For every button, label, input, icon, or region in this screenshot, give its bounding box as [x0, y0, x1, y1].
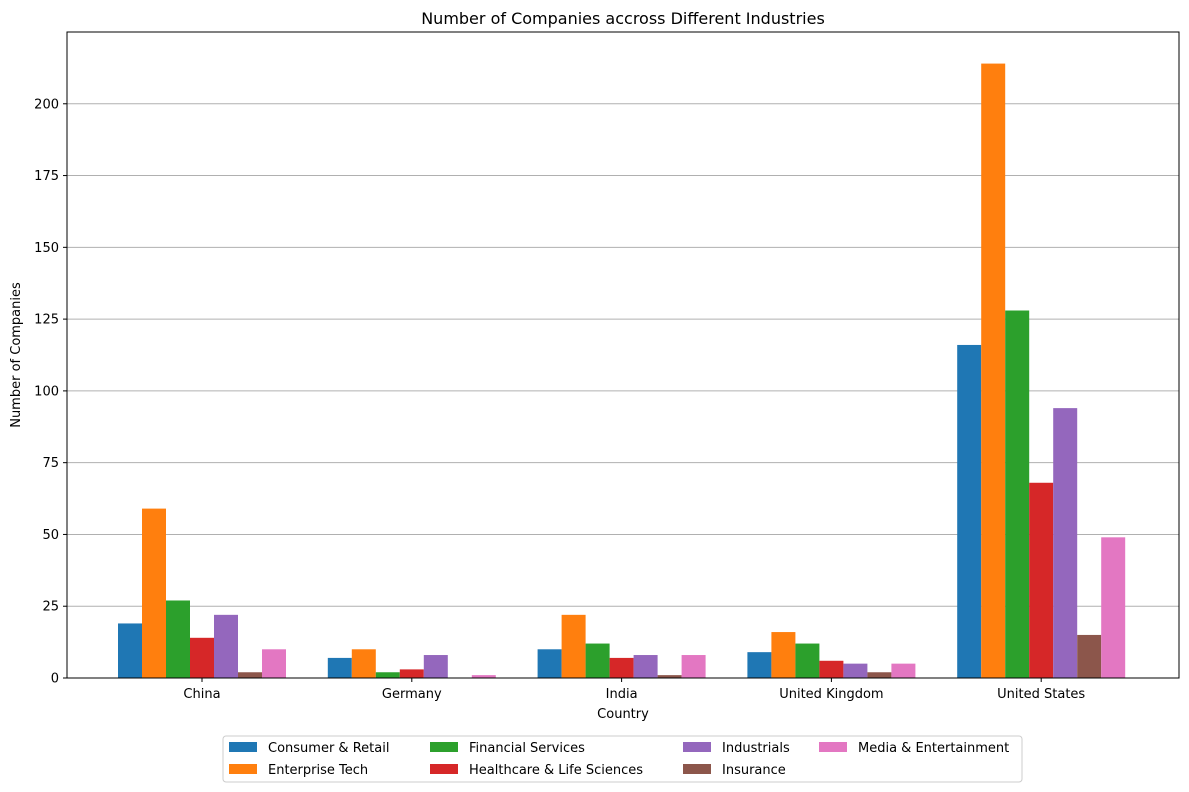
legend-label-media-and-entertainment: Media & Entertainment — [858, 741, 1009, 756]
legend-swatch-insurance — [683, 764, 711, 774]
legend-swatch-financial-services — [430, 742, 458, 752]
x-tick-label: China — [183, 687, 220, 702]
bar-united-kingdom-consumer-and-retail — [747, 652, 772, 678]
legend-label-enterprise-tech: Enterprise Tech — [268, 763, 368, 778]
bar-india-healthcare-and-life-sciences — [609, 657, 634, 678]
bar-united-states-financial-services — [1005, 310, 1030, 678]
bar-united-kingdom-healthcare-and-life-sciences — [819, 660, 844, 678]
x-axis-title: Country — [597, 707, 649, 722]
y-tick-label: 200 — [34, 97, 59, 112]
legend-label-insurance: Insurance — [722, 763, 786, 778]
bar-united-states-enterprise-tech — [981, 63, 1006, 679]
legend-swatch-media-and-entertainment — [819, 742, 847, 752]
bar-united-states-consumer-and-retail — [957, 344, 982, 678]
bar-united-states-media-and-entertainment — [1101, 537, 1126, 678]
bar-china-consumer-and-retail — [118, 623, 142, 678]
bar-india-insurance — [657, 675, 682, 678]
bars — [118, 63, 1126, 679]
bar-india-media-and-entertainment — [681, 655, 706, 678]
legend-label-financial-services: Financial Services — [469, 741, 585, 756]
bar-germany-consumer-and-retail — [327, 657, 352, 678]
bar-china-media-and-entertainment — [262, 649, 286, 678]
bar-united-states-healthcare-and-life-sciences — [1029, 482, 1054, 678]
bar-germany-healthcare-and-life-sciences — [399, 669, 424, 678]
legend-label-healthcare-and-life-sciences: Healthcare & Life Sciences — [469, 763, 643, 778]
bar-germany-industrials — [423, 655, 448, 678]
legend-swatch-industrials — [683, 742, 711, 752]
bar-india-enterprise-tech — [561, 614, 586, 678]
bar-united-kingdom-financial-services — [795, 643, 820, 678]
bar-india-financial-services — [585, 643, 610, 678]
chart-title: Number of Companies accross Different In… — [421, 9, 825, 28]
bar-china-healthcare-and-life-sciences — [190, 637, 214, 678]
y-tick-label: 75 — [42, 456, 59, 471]
y-axis-title: Number of Companies — [9, 282, 24, 428]
bar-united-states-insurance — [1077, 634, 1102, 678]
bar-china-industrials — [214, 614, 238, 678]
bar-united-kingdom-enterprise-tech — [771, 632, 796, 678]
y-tick-label: 150 — [34, 241, 59, 256]
y-tick-label: 175 — [34, 169, 59, 184]
legend-swatch-enterprise-tech — [229, 764, 257, 774]
y-axis: 0 25 50 75 100 125 150 175 200 — [34, 97, 67, 687]
gridlines — [67, 103, 1179, 607]
legend-label-consumer-and-retail: Consumer & Retail — [268, 741, 389, 756]
x-tick-label: India — [606, 687, 638, 702]
plot-frame — [66, 31, 1180, 679]
x-axis: China Germany India United Kingdom United St… — [183, 678, 1085, 702]
legend-swatch-healthcare-and-life-sciences — [430, 764, 458, 774]
bar-germany-media-and-entertainment — [471, 675, 496, 678]
bar-united-states-industrials — [1053, 408, 1078, 678]
bar-united-kingdom-industrials — [843, 663, 868, 678]
y-tick-label: 125 — [34, 313, 59, 328]
bar-germany-financial-services — [375, 672, 400, 678]
y-tick-label: 0 — [51, 672, 59, 687]
bar-united-kingdom-insurance — [867, 672, 892, 678]
legend: Consumer & Retail Enterprise Tech Financia… — [222, 735, 1023, 783]
bar-germany-enterprise-tech — [351, 649, 376, 678]
y-tick-label: 100 — [34, 384, 59, 399]
x-tick-label: United States — [997, 687, 1085, 702]
legend-label-industrials: Industrials — [722, 741, 790, 756]
y-tick-label: 50 — [42, 528, 59, 543]
x-tick-label: Germany — [382, 687, 442, 702]
bar-india-industrials — [633, 655, 658, 678]
bar-united-kingdom-media-and-entertainment — [891, 663, 916, 678]
y-tick-label: 25 — [42, 600, 59, 615]
legend-swatch-consumer-and-retail — [229, 742, 257, 752]
bar-china-financial-services — [166, 600, 190, 678]
bar-china-enterprise-tech — [142, 508, 166, 678]
bar-india-consumer-and-retail — [537, 649, 562, 678]
x-tick-label: United Kingdom — [779, 687, 883, 702]
bar-china-insurance — [238, 672, 262, 678]
